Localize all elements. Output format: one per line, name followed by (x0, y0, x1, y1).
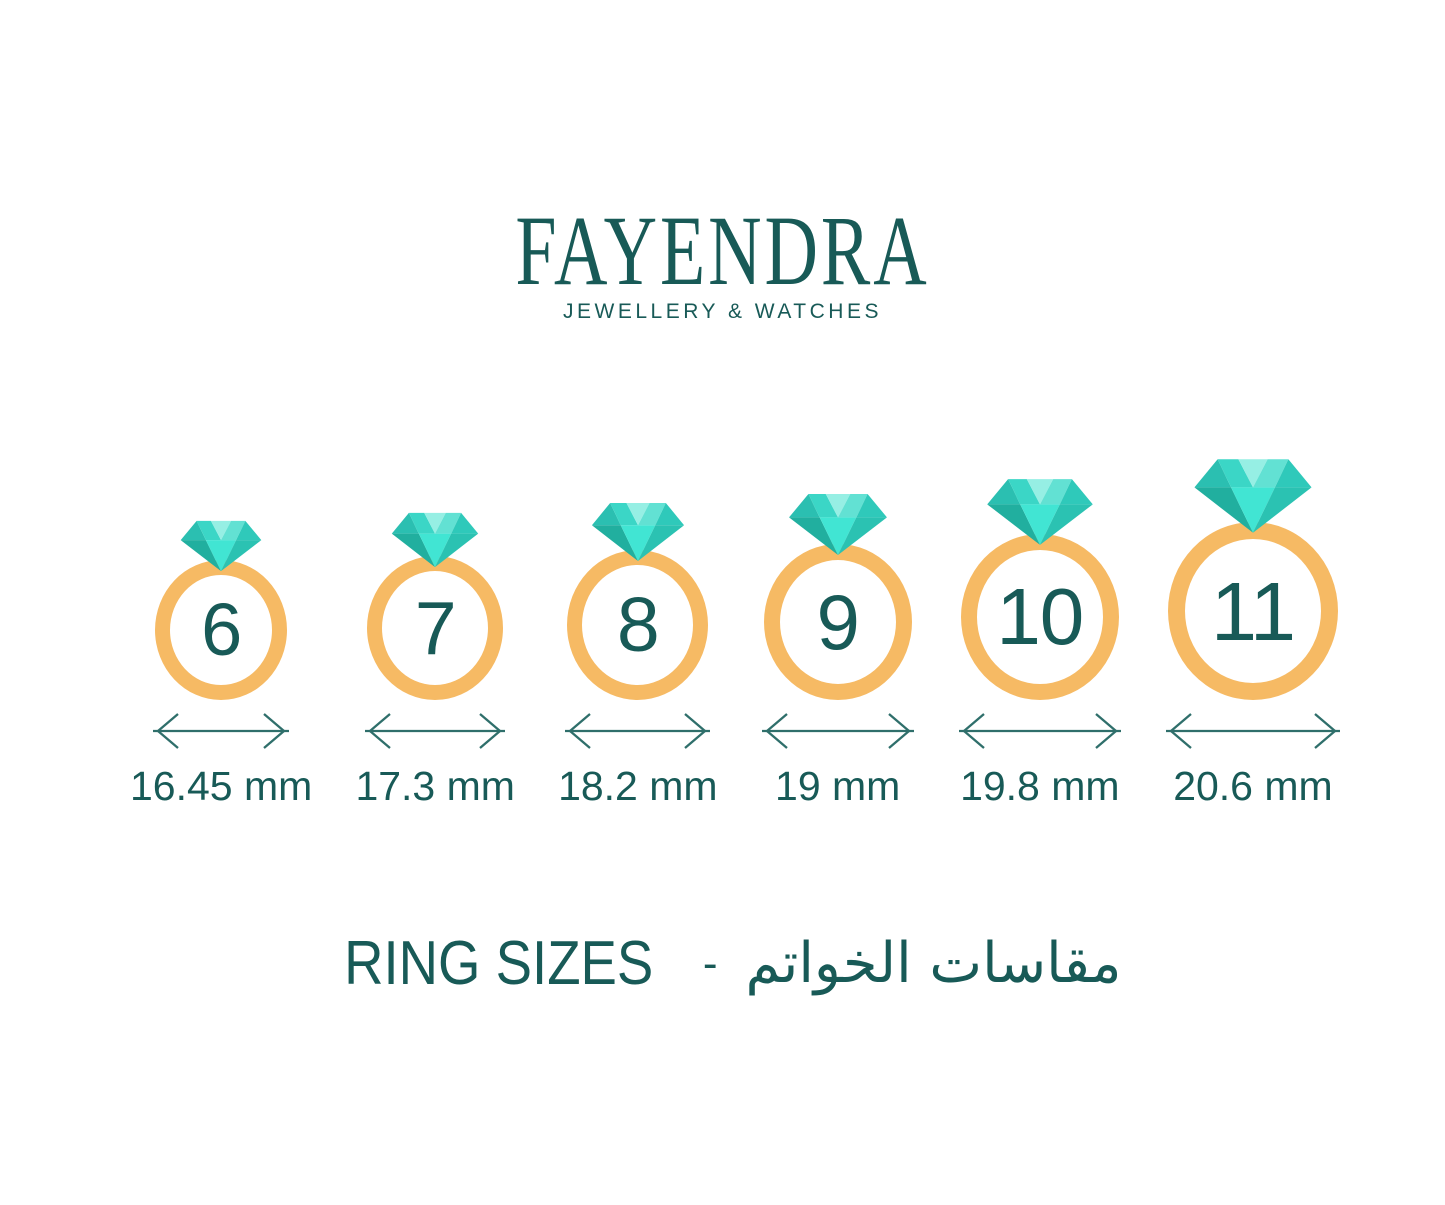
diameter-label: 18.2 mm (558, 763, 718, 809)
diamond-icon (788, 494, 887, 555)
ring-column: 9 19 mm (761, 493, 915, 809)
diameter-measure-arrow (761, 713, 914, 749)
diameter-label: 17.3 mm (355, 763, 515, 809)
ring-size-number: 9 (816, 578, 859, 666)
ring-size-number: 6 (201, 588, 242, 671)
diameter-label: 19.8 mm (960, 763, 1120, 809)
ring-band: 7 (367, 556, 504, 700)
ring-size-number: 7 (414, 585, 457, 670)
ring-band: 8 (567, 550, 709, 700)
caption-separator: - (702, 938, 718, 988)
ring-size-number: 10 (996, 572, 1084, 661)
ring-column: 11 20.6 mm (1165, 458, 1341, 809)
diameter-label: 20.6 mm (1173, 763, 1333, 809)
diameter-label: 19 mm (775, 763, 901, 809)
ring-column: 8 18.2 mm (558, 502, 718, 809)
ring-band: 10 (960, 534, 1119, 700)
brand-name: FAYENDRA (515, 195, 930, 306)
ring-band: 9 (763, 544, 912, 700)
diameter-measure-arrow (153, 713, 290, 749)
diamond-icon (180, 520, 262, 572)
diameter-measure-arrow (1165, 713, 1340, 749)
brand-tagline: JEWELLERY & WATCHES (563, 300, 882, 323)
brand-logo: FAYENDRA JEWELLERY & WATCHES (0, 195, 1445, 324)
diameter-measure-arrow (365, 713, 506, 749)
rings-row: 6 16.45 mm 7 17.3 mm (130, 458, 1341, 809)
diamond-icon (391, 512, 479, 568)
ring-band: 6 (155, 560, 288, 700)
diameter-measure-arrow (958, 713, 1121, 749)
ring-band: 11 (1167, 522, 1338, 700)
caption: RING SIZES - مقاسات الخواتم (0, 928, 1445, 999)
ring-column: 10 19.8 mm (958, 478, 1122, 809)
ring-column: 7 17.3 mm (355, 512, 515, 809)
ring-column: 6 16.45 mm (130, 520, 312, 809)
diameter-measure-arrow (565, 713, 711, 749)
ring-size-number: 11 (1210, 564, 1296, 658)
diamond-icon (987, 479, 1093, 545)
caption-english: RING SIZES (344, 929, 654, 998)
diameter-label: 16.45 mm (130, 763, 313, 809)
caption-arabic: مقاسات الخواتم (745, 931, 1122, 996)
ring-size-number: 8 (616, 581, 660, 668)
diamond-icon (1194, 459, 1312, 533)
diamond-icon (591, 502, 684, 562)
